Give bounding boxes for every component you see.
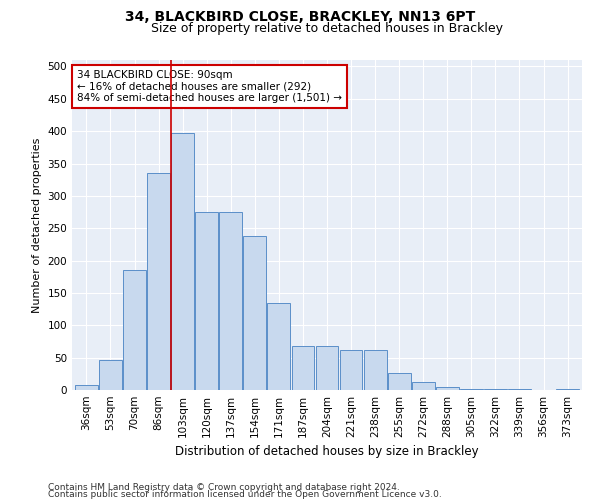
X-axis label: Distribution of detached houses by size in Brackley: Distribution of detached houses by size … <box>175 446 479 458</box>
Bar <box>195 212 218 390</box>
Bar <box>123 270 146 390</box>
Bar <box>220 212 242 390</box>
Text: 34 BLACKBIRD CLOSE: 90sqm
← 16% of detached houses are smaller (292)
84% of semi: 34 BLACKBIRD CLOSE: 90sqm ← 16% of detac… <box>77 70 342 103</box>
Bar <box>460 388 483 390</box>
Bar <box>244 236 266 390</box>
Bar <box>268 302 290 390</box>
Bar <box>436 388 459 390</box>
Bar <box>292 346 314 390</box>
Bar <box>171 133 194 390</box>
Bar <box>147 173 170 390</box>
Bar <box>388 372 410 390</box>
Bar <box>340 350 362 390</box>
Bar <box>556 388 579 390</box>
Bar <box>412 382 434 390</box>
Text: Contains public sector information licensed under the Open Government Licence v3: Contains public sector information licen… <box>48 490 442 499</box>
Bar <box>364 350 386 390</box>
Y-axis label: Number of detached properties: Number of detached properties <box>32 138 42 312</box>
Text: Contains HM Land Registry data © Crown copyright and database right 2024.: Contains HM Land Registry data © Crown c… <box>48 484 400 492</box>
Bar <box>75 385 98 390</box>
Text: 34, BLACKBIRD CLOSE, BRACKLEY, NN13 6PT: 34, BLACKBIRD CLOSE, BRACKLEY, NN13 6PT <box>125 10 475 24</box>
Bar <box>316 346 338 390</box>
Title: Size of property relative to detached houses in Brackley: Size of property relative to detached ho… <box>151 22 503 35</box>
Bar <box>99 360 122 390</box>
